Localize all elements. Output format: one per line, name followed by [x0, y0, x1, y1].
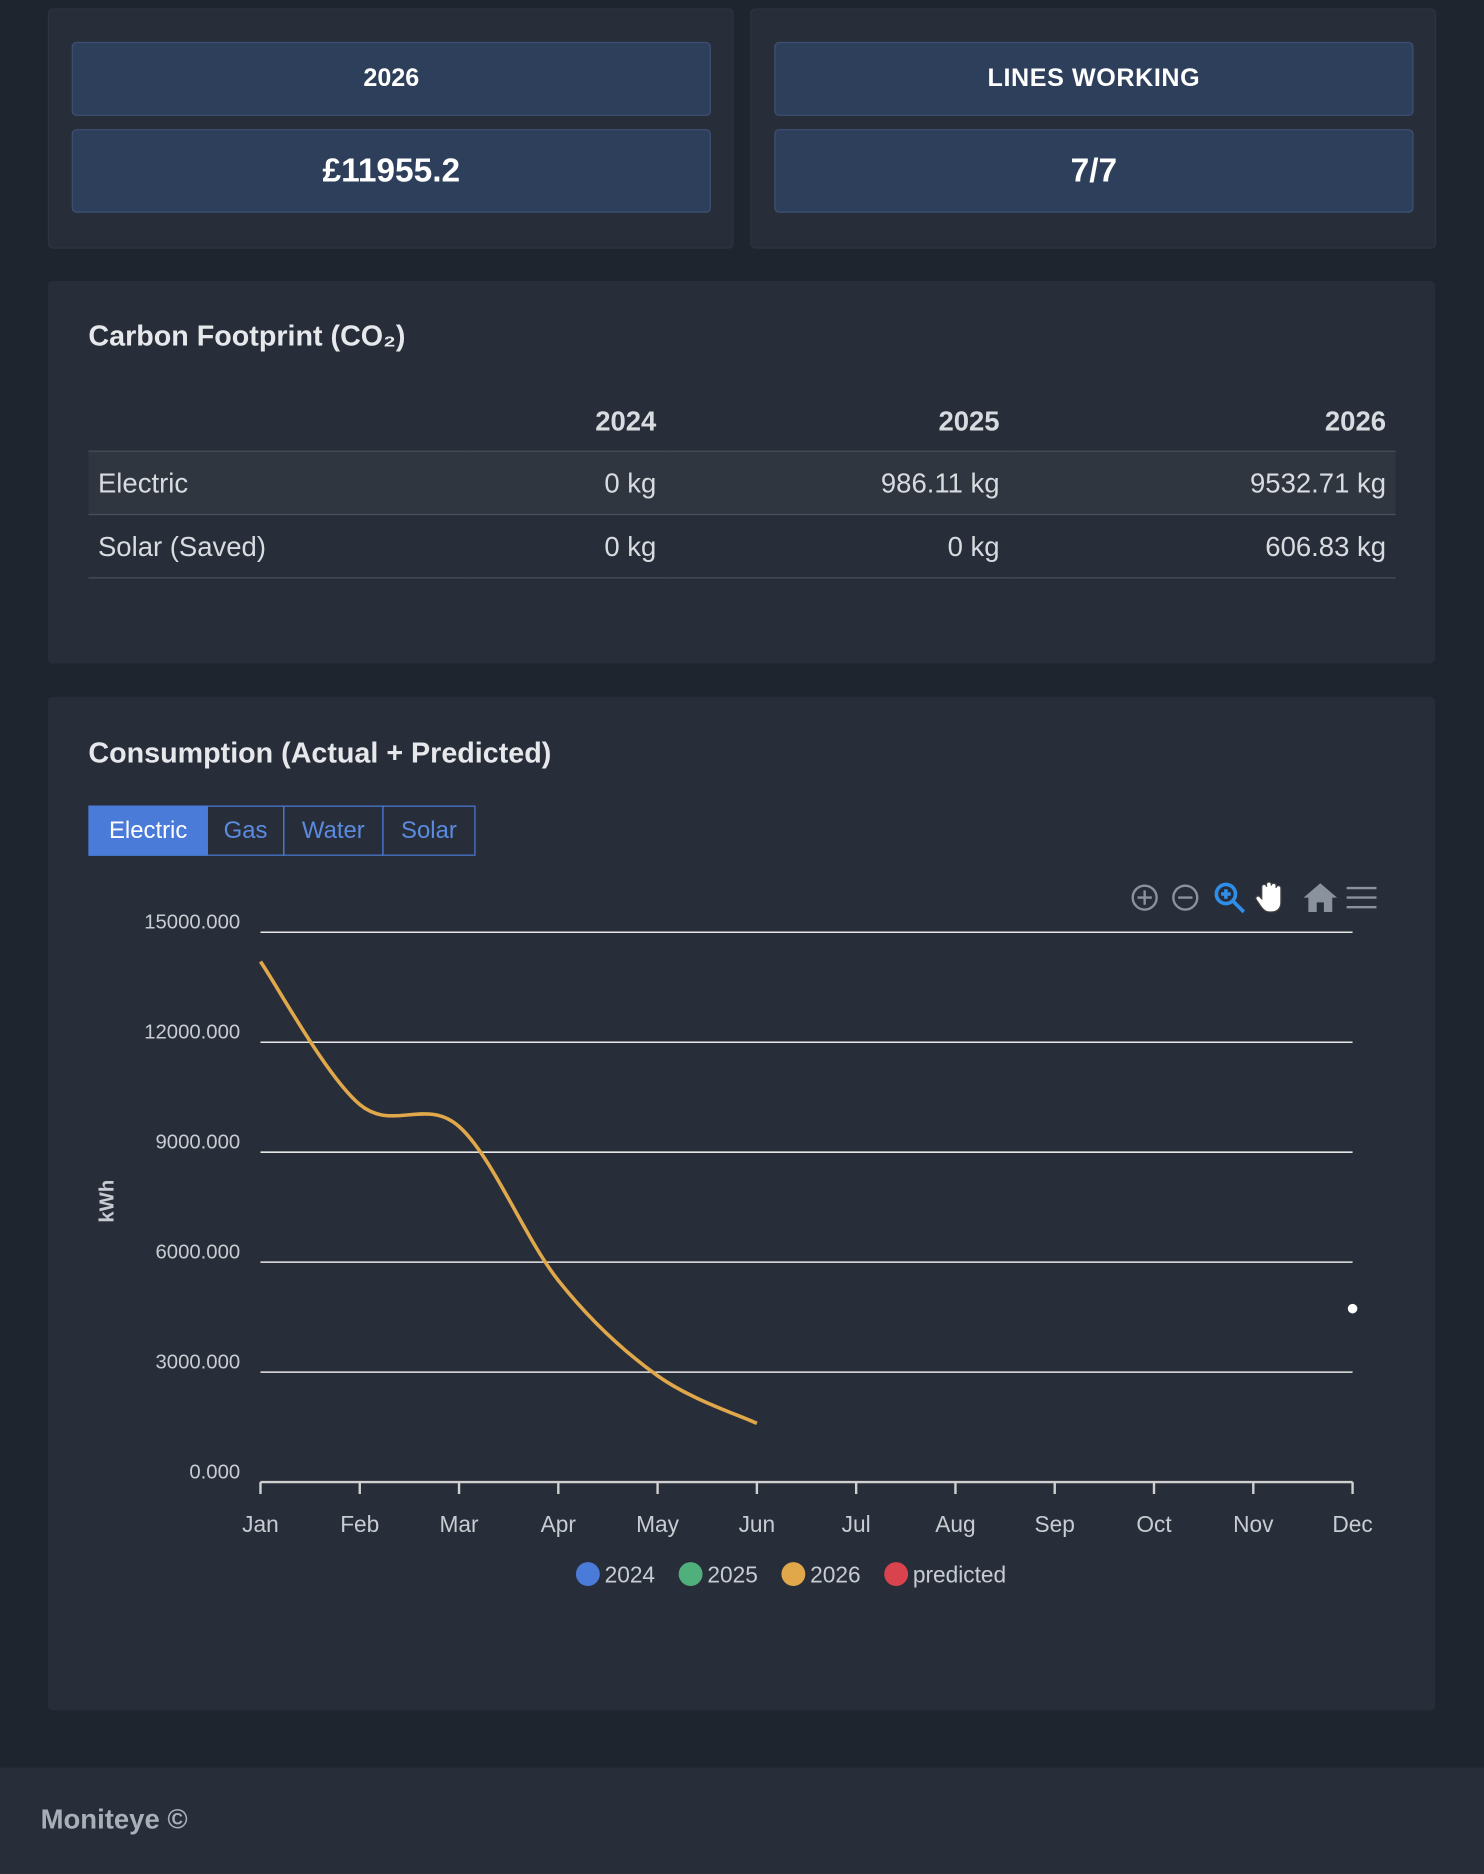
tab[interactable]: Solar: [382, 805, 476, 856]
tab[interactable]: Electric: [88, 805, 208, 856]
series-line: [259, 960, 758, 1426]
legend-swatch: [884, 1562, 909, 1587]
cell: 606.83 kg: [1009, 513, 1396, 579]
lines-card: LINES WORKING 7/7: [750, 8, 1437, 249]
x-tick-label: Jun: [739, 1511, 776, 1537]
chart-card: [47, 696, 1436, 1711]
pan-icon[interactable]: [1255, 881, 1282, 913]
chart: 0.000 3000.000 6000.000 9000.000 12000.000 15…: [97, 881, 1377, 1587]
y-tick-label: 6000.000: [156, 1242, 241, 1264]
tab[interactable]: Gas: [206, 805, 285, 856]
zoom-in-icon[interactable]: [1131, 884, 1158, 911]
x-tick-label: Jul: [842, 1511, 871, 1537]
y-tick-label: 3000.000: [156, 1352, 241, 1374]
carbon-table: 2024 2025 2026 Electric 0 kg 986.11 kg 9…: [88, 391, 1396, 579]
x-tick-label: Nov: [1233, 1511, 1274, 1537]
carbon-card: Carbon Footprint (CO₂) 2024 2025 2026 El…: [47, 280, 1436, 664]
y-tick-label: 12000.000: [144, 1022, 240, 1044]
row-label: Electric: [88, 450, 466, 515]
card-value: £11955.2: [71, 129, 711, 213]
legend-swatch: [575, 1562, 600, 1587]
zoom-select-icon[interactable]: [1214, 882, 1246, 914]
card-label: 2026: [71, 41, 711, 116]
legend-swatch: [678, 1562, 703, 1587]
carbon-title: Carbon Footprint (CO₂): [88, 320, 406, 353]
x-tick-label: Feb: [340, 1511, 379, 1537]
cost-card: 2026 £11955.2: [47, 8, 734, 249]
y-tick-label: 0.000: [189, 1461, 240, 1483]
cell: 0 kg: [465, 450, 666, 515]
y-tick-label: 9000.000: [156, 1132, 241, 1154]
row-label: Solar (Saved): [88, 513, 466, 579]
column-header: 2025: [938, 404, 1000, 436]
legend-label: 2025: [707, 1561, 757, 1587]
header-row: 2024 2025 2026: [88, 391, 1395, 451]
table-row: Electric 0 kg 986.11 kg 9532.71 kg: [88, 450, 1396, 515]
reset-icon[interactable]: [1303, 883, 1338, 912]
x-tick-label: Aug: [935, 1511, 975, 1537]
card-value: 7/7: [774, 129, 1414, 213]
legend-swatch: [781, 1562, 806, 1587]
toolbar: [1131, 881, 1377, 914]
legend-label: predicted: [913, 1561, 1006, 1587]
chart-title: Consumption (Actual + Predicted): [88, 737, 552, 770]
column-header: 2026: [1324, 404, 1387, 436]
menu-icon[interactable]: [1346, 886, 1377, 909]
cell: 0 kg: [665, 513, 1010, 579]
table-row: Solar (Saved) 0 kg 0 kg 606.83 kg: [88, 513, 1396, 579]
x-tick-label: Jan: [242, 1511, 279, 1537]
footer: Moniteye ©: [0, 1767, 1484, 1874]
cell: 0 kg: [465, 513, 666, 579]
y-tick-label: 15000.000: [144, 912, 240, 934]
x-tick-label: May: [636, 1511, 680, 1537]
column-header: 2024: [595, 404, 657, 436]
x-tick-label: Sep: [1035, 1511, 1075, 1537]
x-tick-label: Dec: [1332, 1511, 1372, 1537]
legend-label: 2026: [810, 1561, 860, 1587]
cell: 986.11 kg: [665, 450, 1010, 515]
data-point: [1347, 1303, 1358, 1314]
x-tick-label: Apr: [541, 1511, 577, 1537]
x-tick-label: Mar: [440, 1511, 480, 1537]
tab[interactable]: Water: [283, 805, 384, 856]
cell: 9532.71 kg: [1009, 450, 1396, 515]
card-label: LINES WORKING: [774, 41, 1414, 116]
y-axis-label: kWh: [97, 1180, 119, 1223]
zoom-out-icon[interactable]: [1172, 884, 1199, 911]
footer-text: Moniteye ©: [40, 1803, 188, 1835]
legend-label: 2024: [605, 1561, 655, 1587]
x-tick-label: Oct: [1136, 1511, 1172, 1537]
